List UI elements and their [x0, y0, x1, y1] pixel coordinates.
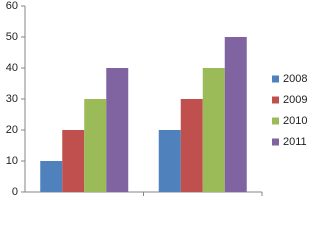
bar	[158, 130, 181, 192]
y-tick-label: 50	[6, 31, 18, 43]
chart: 0 10 20 30 40 50 60 2008 2009 2010 2011	[6, 0, 308, 198]
bar	[202, 68, 225, 192]
y-tick-label: 30	[6, 93, 18, 105]
y-tick-label: 10	[6, 155, 18, 167]
y-tick-label: 60	[6, 0, 18, 12]
legend-label: 2011	[283, 136, 307, 148]
legend-swatch	[272, 75, 279, 83]
y-tick-label: 40	[6, 62, 18, 74]
legend-swatch	[272, 117, 279, 125]
bar	[84, 99, 107, 192]
legend-label: 2010	[283, 115, 307, 127]
legend-label: 2008	[283, 73, 307, 85]
bar	[106, 68, 129, 192]
legend-label: 2009	[283, 94, 307, 106]
bar	[224, 37, 247, 192]
legend-swatch	[272, 96, 279, 104]
bar	[180, 99, 203, 192]
y-tick-label: 20	[6, 124, 18, 136]
bar	[40, 161, 63, 192]
y-tick-label: 0	[12, 186, 18, 198]
bar	[62, 130, 85, 192]
legend-swatch	[272, 138, 279, 146]
